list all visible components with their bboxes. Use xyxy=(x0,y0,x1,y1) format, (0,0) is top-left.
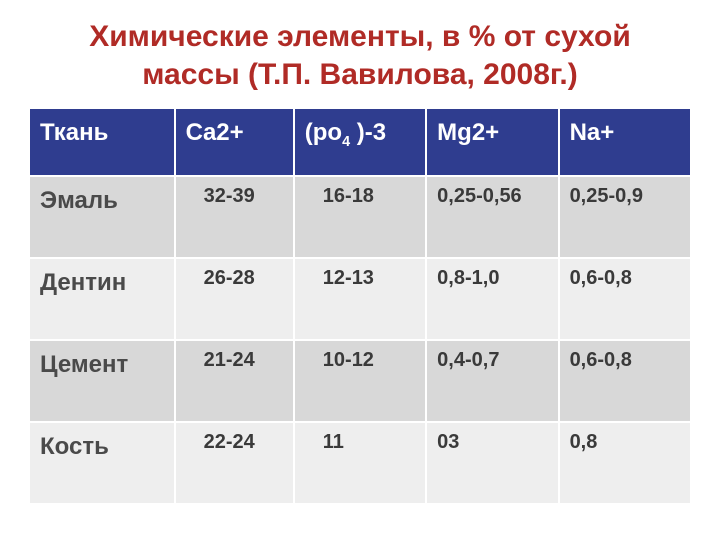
header-row: ТканьCa2+(po4 )-3Mg2+Na+ xyxy=(29,108,691,176)
cell: 03 xyxy=(426,422,558,504)
cell: 22-24 xyxy=(175,422,294,504)
col-header-3: Mg2+ xyxy=(426,108,558,176)
table-row: Кость22-2411030,8 xyxy=(29,422,691,504)
cell: 0,6-0,8 xyxy=(559,340,691,422)
cell: 0,6-0,8 xyxy=(559,258,691,340)
col-header-4: Na+ xyxy=(559,108,691,176)
col-header-0: Ткань xyxy=(29,108,175,176)
slide: Химические элементы, в % от сухой массы … xyxy=(0,0,720,540)
slide-title: Химические элементы, в % от сухой массы … xyxy=(28,18,692,93)
table-row: Эмаль32-3916-180,25-0,560,25-0,9 xyxy=(29,176,691,258)
table-head: ТканьCa2+(po4 )-3Mg2+Na+ xyxy=(29,108,691,176)
cell: 0,8 xyxy=(559,422,691,504)
cell: 12-13 xyxy=(294,258,426,340)
cell: 26-28 xyxy=(175,258,294,340)
cell: 0,25-0,56 xyxy=(426,176,558,258)
row-head: Кость xyxy=(29,422,175,504)
table-row: Дентин26-2812-130,8-1,00,6-0,8 xyxy=(29,258,691,340)
cell: 10-12 xyxy=(294,340,426,422)
table-body: Эмаль32-3916-180,25-0,560,25-0,9Дентин26… xyxy=(29,176,691,504)
cell: 21-24 xyxy=(175,340,294,422)
cell: 16-18 xyxy=(294,176,426,258)
col-header-1: Ca2+ xyxy=(175,108,294,176)
col-header-2: (po4 )-3 xyxy=(294,108,426,176)
cell: 0,8-1,0 xyxy=(426,258,558,340)
cell: 32-39 xyxy=(175,176,294,258)
row-head: Цемент xyxy=(29,340,175,422)
table-row: Цемент21-2410-120,4-0,70,6-0,8 xyxy=(29,340,691,422)
cell: 0,25-0,9 xyxy=(559,176,691,258)
cell: 11 xyxy=(294,422,426,504)
title-line-2: массы (Т.П. Вавилова, 2008г.) xyxy=(142,58,577,91)
row-head: Дентин xyxy=(29,258,175,340)
cell: 0,4-0,7 xyxy=(426,340,558,422)
chem-table: ТканьCa2+(po4 )-3Mg2+Na+ Эмаль32-3916-18… xyxy=(28,107,692,505)
title-line-1: Химические элементы, в % от сухой xyxy=(89,20,631,53)
row-head: Эмаль xyxy=(29,176,175,258)
